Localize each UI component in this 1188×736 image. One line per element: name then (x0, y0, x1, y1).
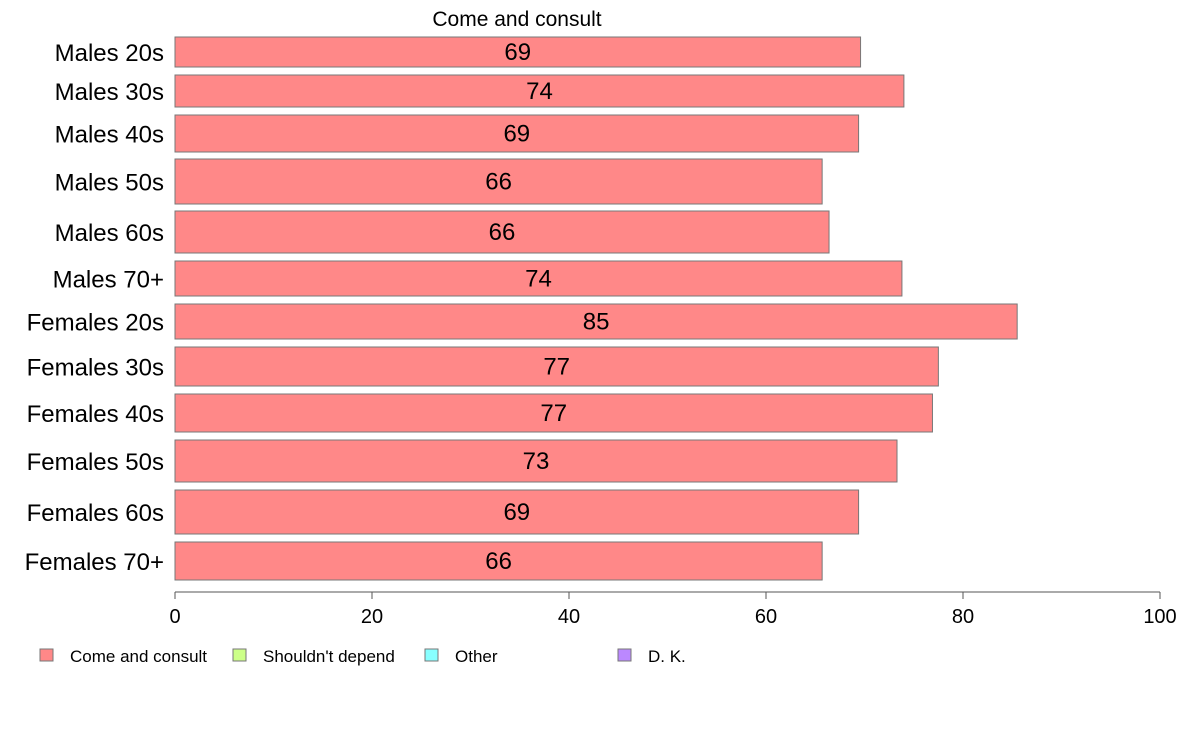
category-label: Males 30s (55, 79, 164, 106)
bar-females-60s-series-0 (174, 489, 860, 535)
category-label: Females 50s (27, 449, 164, 476)
category-label: Males 70+ (53, 267, 164, 294)
legend-label: Come and consult (70, 647, 207, 666)
bar-value-label: 66 (485, 548, 512, 575)
category-label: Females 20s (27, 310, 164, 337)
x-axis: 0 20 40 60 80 100 (169, 591, 1177, 628)
bar-females-40s-series-0 (174, 393, 933, 433)
bar-females-30s-series-0 (174, 346, 939, 387)
legend-swatch (617, 648, 632, 662)
bar-value-label: 69 (504, 39, 531, 66)
legend-swatch (232, 648, 247, 662)
legend-label: Other (455, 647, 498, 666)
bar-value-label: 66 (489, 219, 516, 246)
x-tick-label: 100 (1143, 606, 1176, 628)
bar-value-label: 77 (540, 400, 567, 427)
legend-swatch (39, 648, 54, 662)
bar-value-label: 69 (503, 499, 530, 526)
category-labels: Males 20s Males 30s Males 40s Males 50s Male… (25, 40, 164, 576)
bar-females-20s-series-0 (174, 303, 1018, 340)
bar-females-50s-series-0 (174, 439, 898, 483)
category-label: Males 40s (55, 122, 164, 149)
category-label: Males 50s (55, 170, 164, 197)
bar-value-labels: 69 74 69 66 66 74 85 77 77 73 69 66 (485, 39, 609, 575)
bar-males-70--series-0 (174, 260, 903, 297)
x-tick-label: 80 (952, 606, 974, 628)
bar-value-label: 73 (523, 448, 550, 475)
bar-value-label: 77 (543, 354, 570, 381)
bar-value-label: 85 (583, 309, 610, 336)
category-label: Females 30s (27, 355, 164, 382)
category-label: Males 60s (55, 220, 164, 247)
x-tick-label: 0 (169, 606, 180, 628)
bar-value-label: 74 (525, 266, 552, 293)
bar-value-label: 66 (485, 169, 512, 196)
category-label: Females 60s (27, 500, 164, 527)
category-label: Males 20s (55, 40, 164, 67)
category-label: Females 70+ (25, 549, 164, 576)
bar-females-70--series-0 (174, 541, 823, 581)
legend-label: Shouldn't depend (263, 647, 395, 666)
chart-title: Come and consult (432, 8, 601, 31)
x-tick-label: 40 (558, 606, 580, 628)
bar-value-label: 69 (503, 121, 530, 148)
category-label: Females 40s (27, 401, 164, 428)
bar-males-50s-series-0 (174, 158, 823, 205)
x-tick-label: 20 (361, 606, 383, 628)
bars-group (174, 36, 1018, 581)
bar-value-label: 74 (526, 78, 553, 105)
legend-label: D. K. (648, 647, 686, 666)
bar-males-40s-series-0 (174, 114, 860, 153)
legend: Come and consult Shouldn't depend Other D. … (39, 647, 686, 666)
legend-swatch (424, 648, 439, 662)
x-tick-label: 60 (755, 606, 777, 628)
bar-males-60s-series-0 (174, 210, 830, 254)
bar-males-30s-series-0 (174, 74, 905, 108)
bar-males-20s-series-0 (174, 36, 862, 68)
